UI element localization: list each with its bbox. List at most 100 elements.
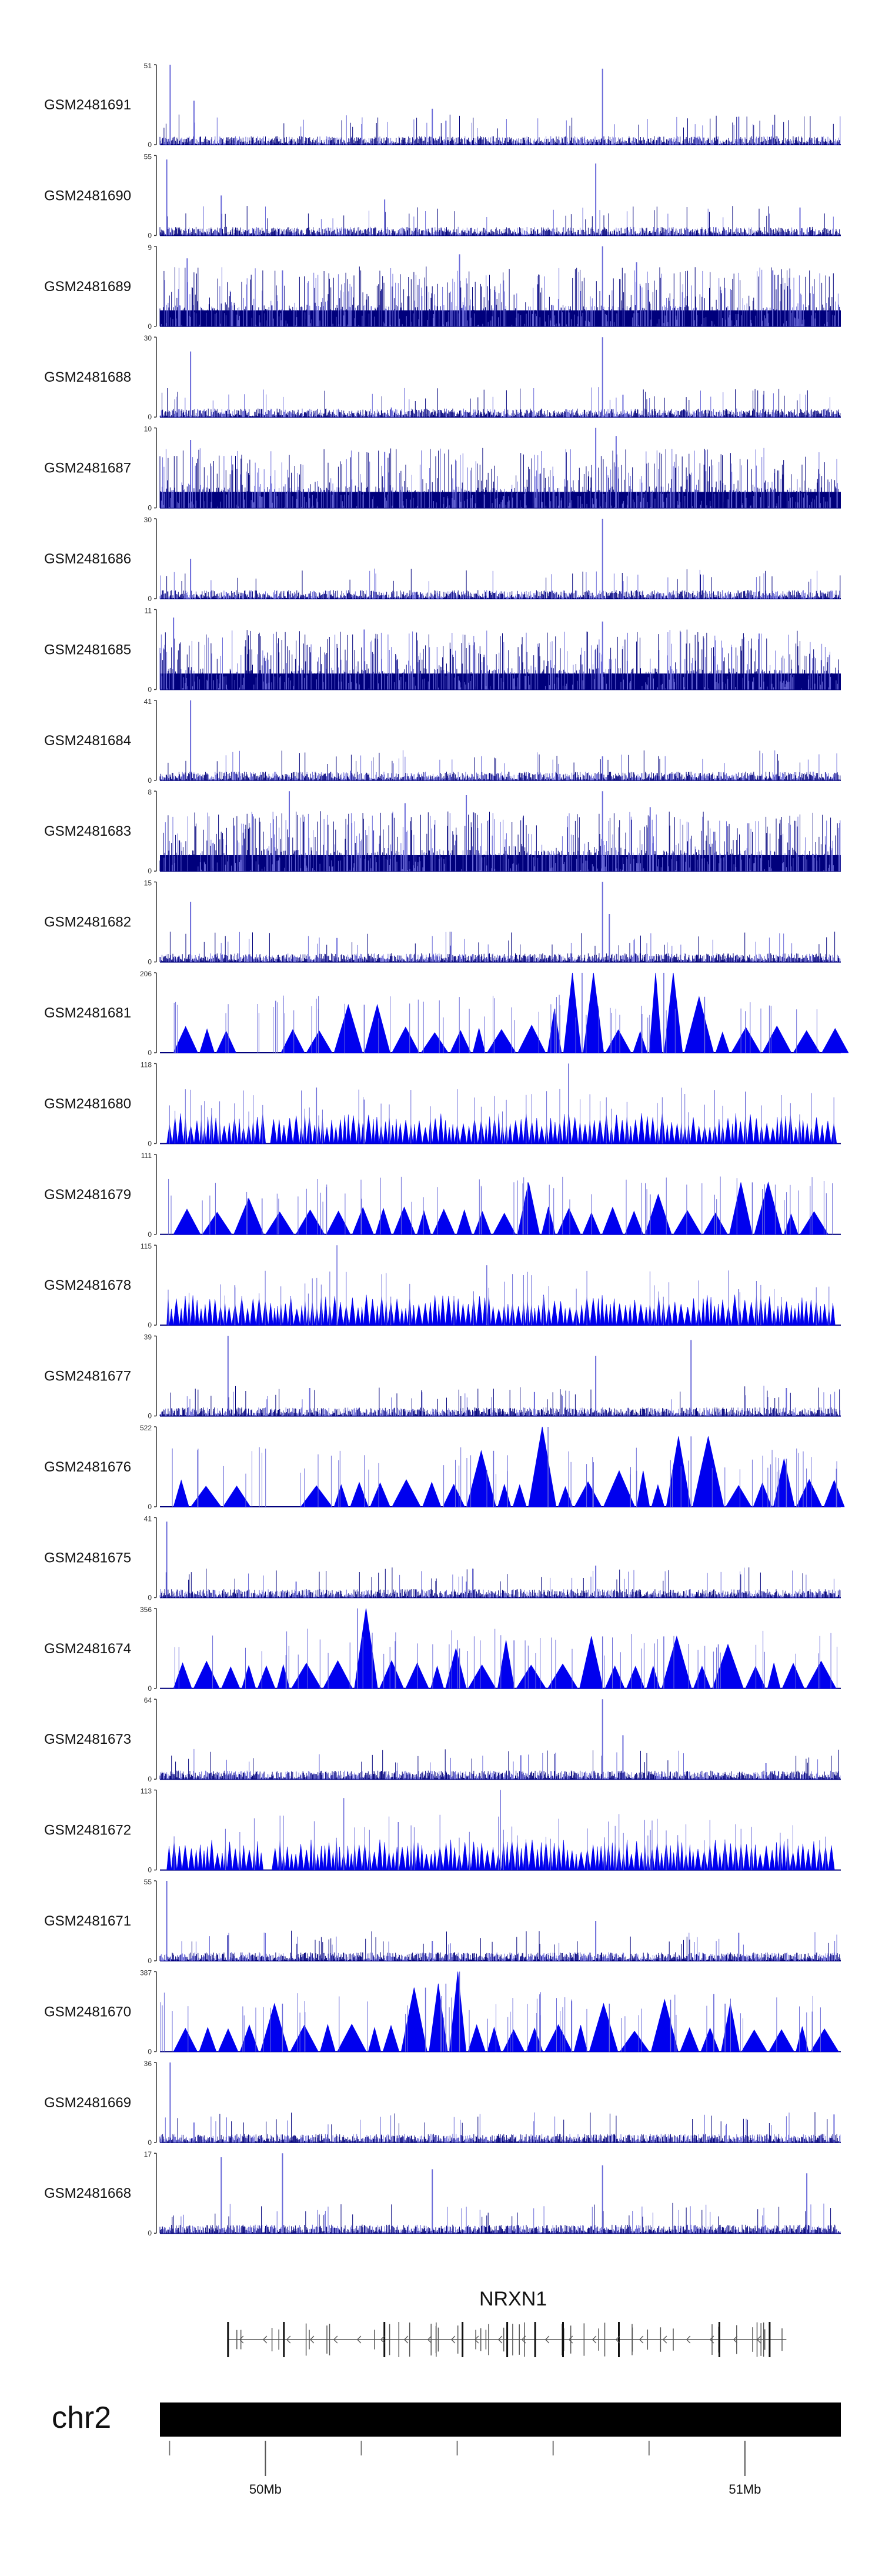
track-label: GSM2481672 [44,1823,131,1838]
track-label: GSM2481680 [44,1096,131,1112]
coverage-spikes [173,1814,826,1870]
gene-track: NRXN1 [227,2288,787,2357]
y-max-label: 206 [140,970,152,978]
coverage-signal [161,1567,841,1598]
y-min-label: 0 [148,504,152,512]
strand-arrows [239,2335,761,2344]
y-min-label: 0 [148,776,152,785]
coverage-signal [159,266,841,326]
track-GSM2481673: GSM2481673 64 0 [44,1696,841,1783]
coverage-signal [162,2203,841,2234]
y-max-label: 64 [144,1696,152,1704]
y-max-label: 17 [144,2150,152,2158]
coverage-signal [159,206,841,236]
y-min-label: 0 [148,322,152,331]
y-max-label: 387 [140,1968,152,1977]
coverage-signal [173,1181,829,1235]
y-min-label: 0 [148,1230,152,1239]
track-GSM2481684: GSM2481684 41 0 [44,698,841,785]
track-label: GSM2481681 [44,1005,131,1021]
track-GSM2481685: GSM2481685 11 0 [44,606,841,693]
coverage-spikes [174,1629,837,1689]
track-GSM2481676: GSM2481676 522 0 [44,1424,845,1511]
y-max-label: 39 [144,1333,152,1342]
y-max-label: 11 [145,606,152,615]
coverage-signal [160,2112,841,2143]
y-min-label: 0 [148,1775,152,1783]
coverage-signal [159,932,839,962]
y-max-label: 15 [144,879,152,887]
track-label: GSM2481670 [44,2004,131,2020]
track-GSM2481675: GSM2481675 41 0 [44,1514,841,1601]
track-label: GSM2481682 [44,915,131,930]
track-GSM2481674: GSM2481674 356 0 [44,1606,841,1693]
y-max-label: 41 [144,698,152,706]
x-tick-label: 51Mb [729,2482,761,2497]
track-label: GSM2481690 [44,188,131,203]
coverage-signal [159,1567,840,1598]
track-GSM2481670: GSM2481670 387 0 [44,1968,841,2056]
coverage-tracks: GSM2481691510GSM2481690550GSM248168990GS… [44,62,849,2237]
track-label: GSM2481689 [44,279,131,295]
coverage-spikes [168,1176,833,1234]
track-label: GSM2481674 [44,1641,131,1657]
track-GSM2481691: GSM2481691 51 0 [44,62,841,149]
coverage-spikes [173,995,817,1053]
y-min-label: 0 [148,685,152,693]
y-min-label: 0 [148,2229,152,2237]
coverage-signal [173,972,849,1053]
track-GSM2481671: GSM2481671 55 0 [44,1878,841,1965]
coverage-signal [159,387,838,418]
y-max-label: 36 [144,2060,152,2068]
y-max-label: 115 [141,1242,152,1250]
coverage-signal [160,388,841,418]
y-min-label: 0 [148,413,152,421]
track-GSM2481686: GSM2481686 30 0 [44,516,841,603]
chromosome-track: chr2 50Mb 51Mb [52,2401,841,2497]
track-label: GSM2481671 [44,1913,131,1929]
y-max-label: 51 [144,62,152,70]
track-GSM2481689: GSM2481689 9 0 [44,243,841,331]
y-max-label: 10 [144,425,152,433]
coverage-signal [160,629,841,690]
coverage-signal [173,1971,839,2052]
coverage-signal [166,1294,836,1326]
coverage-signal [159,2112,839,2143]
chromosome-label: chr2 [52,2401,111,2435]
track-label: GSM2481691 [44,97,131,113]
coverage-signal [161,267,839,326]
coverage-signal [159,2203,840,2234]
y-max-label: 30 [144,334,152,342]
y-min-label: 0 [148,1957,152,1965]
track-label: GSM2481683 [44,823,131,839]
track-label: GSM2481688 [44,369,131,385]
track-label: GSM2481668 [44,2185,131,2201]
y-min-label: 0 [148,1049,152,1057]
y-max-label: 55 [144,152,152,161]
x-tick-label: 50Mb [249,2482,282,2497]
track-GSM2481678: GSM2481678 115 0 [44,1242,841,1329]
coverage-signal [161,1386,841,1416]
y-min-label: 0 [148,141,152,149]
y-max-label: 8 [148,788,152,796]
coverage-spikes [172,1447,837,1507]
track-label: GSM2481687 [44,461,131,476]
y-min-label: 0 [148,1684,152,1693]
coverage-spikes [169,1087,834,1144]
track-label: GSM2481669 [44,2095,131,2111]
track-label: GSM2481673 [44,1731,131,1747]
track-GSM2481688: GSM2481688 30 0 [44,334,841,421]
y-min-label: 0 [148,958,152,966]
track-GSM2481687: GSM2481687 10 0 [44,425,841,512]
track-label: GSM2481678 [44,1277,131,1293]
coverage-signal [161,569,841,599]
y-min-label: 0 [148,1503,152,1511]
y-min-label: 0 [148,2047,152,2056]
y-max-label: 41 [144,1514,152,1523]
y-min-label: 0 [148,1866,152,1874]
coverage-signal [160,1749,841,1780]
coverage-signal [160,932,841,962]
coverage-signal [159,1749,840,1780]
coverage-signal [161,448,838,508]
